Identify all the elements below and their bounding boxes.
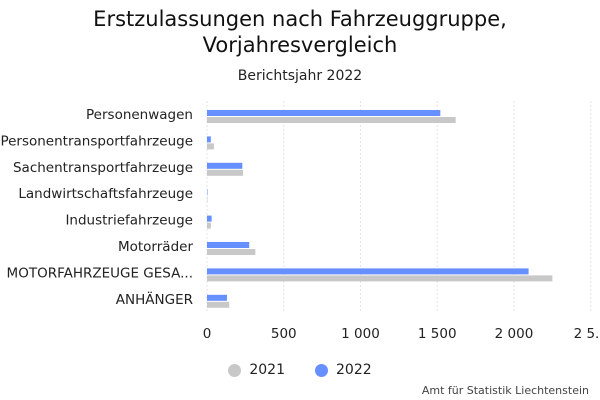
x-tick-label: 2 5... bbox=[574, 326, 600, 342]
bar-chart: 0 500 1 000 1 500 2 000 2 5... Personenwagen Pe… bbox=[0, 101, 600, 342]
bar-2022 bbox=[207, 242, 250, 248]
bar-2021 bbox=[207, 143, 214, 150]
bar-2021 bbox=[207, 301, 230, 308]
legend-label: 2022 bbox=[336, 362, 372, 378]
legend-dot-icon bbox=[315, 363, 328, 377]
bar-2022 bbox=[207, 136, 211, 143]
credit-text: Amt für Statistik Liechtenstein bbox=[421, 384, 589, 397]
legend-dot-icon bbox=[228, 363, 242, 377]
bar-2022 bbox=[207, 268, 529, 275]
bar-2021 bbox=[207, 222, 211, 229]
bar-2021 bbox=[207, 275, 553, 282]
category-label: Sachentransportfahrzeuge bbox=[13, 160, 193, 176]
category-label: Industriefahrzeuge bbox=[65, 213, 193, 229]
bar-2021 bbox=[207, 169, 244, 176]
x-tick-label: 1 000 bbox=[341, 326, 380, 342]
bar-2021 bbox=[207, 196, 208, 203]
bar-2022 bbox=[207, 294, 227, 301]
x-tick-label: 0 bbox=[203, 326, 212, 342]
bar-2022 bbox=[207, 215, 212, 222]
bar-2022 bbox=[207, 189, 208, 196]
bar-2022 bbox=[207, 162, 243, 169]
category-label: Motorräder bbox=[118, 239, 193, 255]
category-label: Personenwagen bbox=[86, 107, 193, 123]
x-tick-label: 1 500 bbox=[418, 326, 457, 342]
x-tick-label: 500 bbox=[271, 326, 297, 342]
category-label: Personentransportfahrzeuge bbox=[0, 133, 193, 149]
category-label: MOTORFAHRZEUGE GESA... bbox=[7, 265, 193, 281]
category-label: Landwirtschaftsfahrzeuge bbox=[18, 186, 193, 202]
bar-2022 bbox=[207, 110, 441, 116]
legend-item-2022[interactable]: 2022 bbox=[315, 362, 372, 378]
bar-2021 bbox=[207, 117, 456, 123]
chart-subtitle: Berichtsjahr 2022 bbox=[237, 68, 363, 84]
chart-title: Erstzulassungen nach Fahrzeuggruppe, Vor… bbox=[93, 7, 507, 57]
bar-2021 bbox=[207, 249, 256, 255]
x-tick-label: 2 000 bbox=[495, 326, 534, 342]
legend: 2021 2022 bbox=[0, 362, 600, 378]
legend-item-2021[interactable]: 2021 bbox=[228, 362, 285, 378]
category-label: ANHÄNGER bbox=[116, 290, 193, 308]
legend-label: 2021 bbox=[249, 362, 285, 378]
